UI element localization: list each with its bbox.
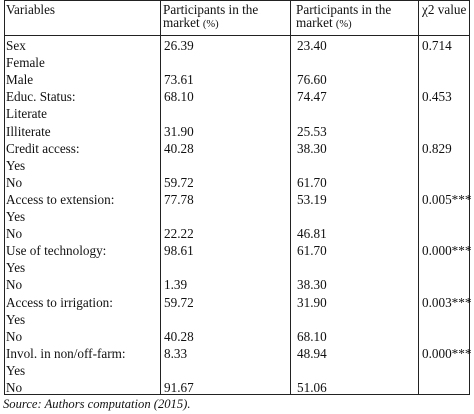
table-bottom-border xyxy=(4,394,470,395)
row-label: No xyxy=(6,226,23,242)
row-label: Use of technology: xyxy=(6,243,107,259)
row-label: Yes xyxy=(6,362,26,378)
table-border-left xyxy=(4,0,5,395)
header-col2-line2: market (%) xyxy=(296,16,391,31)
row-participants-1: 91.67 xyxy=(164,380,194,395)
table-top-border xyxy=(4,0,470,1)
row-participants-2: 51.06 xyxy=(297,380,327,395)
row-label: Access to irrigation: xyxy=(6,294,113,310)
row-participants-1: 59.72 xyxy=(164,294,194,310)
row-participants-2: 68.10 xyxy=(297,328,327,344)
column-divider-2 xyxy=(290,0,291,395)
row-chi-square: 0.714 xyxy=(422,38,452,53)
row-label: Literate xyxy=(6,106,47,122)
row-participants-1: 59.72 xyxy=(164,174,194,190)
row-label: Male xyxy=(6,72,34,88)
header-chi-square: χ2 value xyxy=(422,2,467,17)
row-label: No xyxy=(6,174,23,190)
column-divider-3 xyxy=(418,0,419,395)
row-participants-2: 61.70 xyxy=(297,243,327,259)
row-participants-1: 26.39 xyxy=(164,38,194,53)
header-col1-line1: Participants in the xyxy=(163,2,259,17)
header-participants-col1: Participants in the market (%) xyxy=(163,3,258,31)
source-caption: Source: Authors computation (2015). xyxy=(3,397,191,411)
row-participants-2: 38.30 xyxy=(297,277,327,293)
row-label: Yes xyxy=(6,260,26,276)
row-participants-1: 98.61 xyxy=(164,243,194,259)
header-col2-line1: Participants in the xyxy=(296,2,392,17)
row-label: Yes xyxy=(6,311,26,327)
header-variables: Variables xyxy=(6,2,56,17)
header-col2-market: market xyxy=(296,15,333,30)
row-participants-1: 40.28 xyxy=(164,328,194,344)
row-label: Educ. Status: xyxy=(6,89,76,105)
row-chi-square: 0.453 xyxy=(422,89,452,105)
header-col1-line2: market (%) xyxy=(163,16,258,31)
row-participants-2: 74.47 xyxy=(297,89,327,105)
row-label: No xyxy=(6,277,23,293)
row-participants-1: 73.61 xyxy=(164,72,194,88)
row-participants-1: 31.90 xyxy=(164,123,194,139)
row-label: Sex xyxy=(6,38,26,53)
header-col2-unit: (%) xyxy=(335,19,352,30)
column-divider-1 xyxy=(160,0,161,395)
header-col1-market: market xyxy=(163,15,200,30)
row-participants-1: 77.78 xyxy=(164,191,194,207)
row-participants-2: 38.30 xyxy=(297,140,327,156)
row-label: Illiterate xyxy=(6,123,51,139)
row-participants-1: 68.10 xyxy=(164,89,194,105)
row-participants-1: 40.28 xyxy=(164,140,194,156)
header-participants-col2: Participants in the market (%) xyxy=(296,3,391,31)
header-divider xyxy=(4,35,470,36)
row-participants-2: 48.94 xyxy=(297,345,327,361)
row-label: Yes xyxy=(6,157,26,173)
row-participants-2: 31.90 xyxy=(297,294,327,310)
header-col1-unit: (%) xyxy=(202,19,219,30)
row-participants-2: 25.53 xyxy=(297,123,327,139)
data-table: Variables Participants in the market (%)… xyxy=(4,0,472,395)
row-participants-1: 22.22 xyxy=(164,226,194,242)
row-chi-square: 0.000*** xyxy=(422,243,472,259)
row-label: Credit access: xyxy=(6,140,80,156)
row-chi-square: 0.003*** xyxy=(422,294,472,310)
row-participants-2: 61.70 xyxy=(297,174,327,190)
row-label: Invol. in non/off-farm: xyxy=(6,345,126,361)
row-participants-2: 46.81 xyxy=(297,226,327,242)
row-label: Yes xyxy=(6,209,26,224)
row-participants-2: 23.40 xyxy=(297,38,327,53)
row-label: Access to extension: xyxy=(6,191,115,207)
row-participants-1: 8.33 xyxy=(164,345,188,361)
row-participants-1: 1.39 xyxy=(164,277,188,293)
row-label: Female xyxy=(6,55,45,71)
row-participants-2: 53.19 xyxy=(297,191,327,207)
row-chi-square: 0.005*** xyxy=(422,191,472,207)
table-border-right xyxy=(469,0,470,395)
row-chi-square: 0.000*** xyxy=(422,345,472,361)
row-label: No xyxy=(6,328,23,344)
row-participants-2: 76.60 xyxy=(297,72,327,88)
row-chi-square: 0.829 xyxy=(422,140,452,156)
row-label: No xyxy=(6,380,23,395)
